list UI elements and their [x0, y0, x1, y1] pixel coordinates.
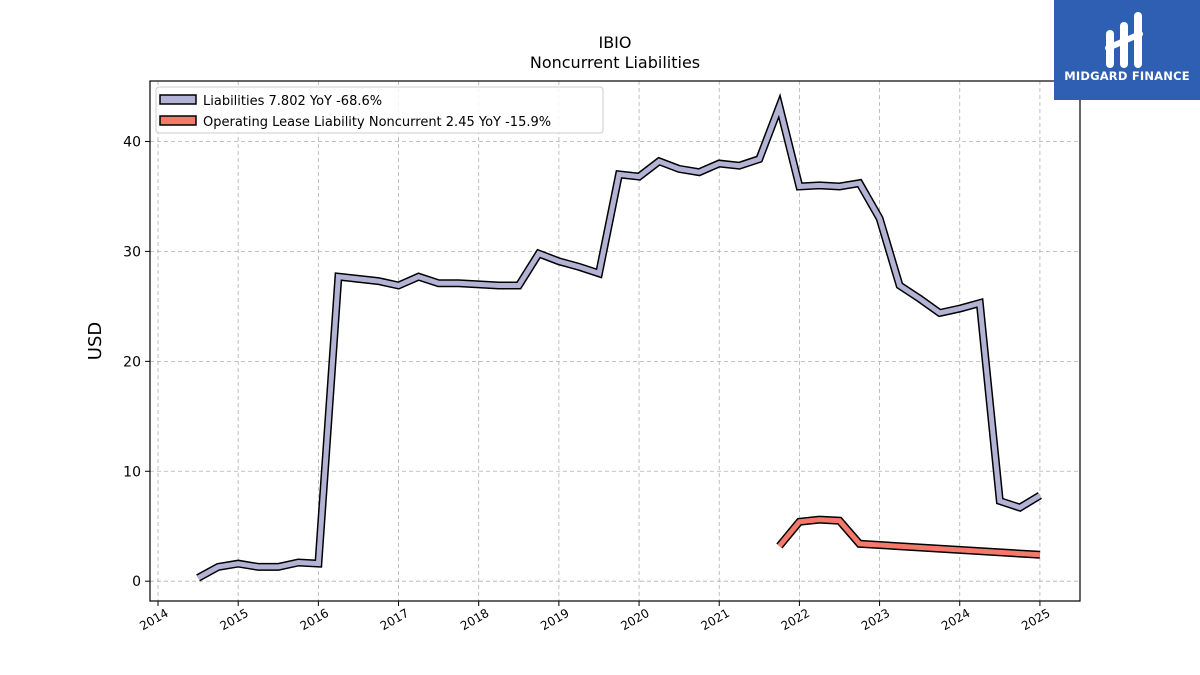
y-tick-label: 30 [123, 244, 141, 260]
chart-subtitle: Noncurrent Liabilities [530, 53, 700, 72]
logo-mark-icon [1105, 12, 1143, 68]
x-tick-label: 2015 [217, 606, 250, 633]
x-tick-label: 2025 [1019, 606, 1052, 633]
series-line-operating-lease-liability-noncurrent-outline [776, 515, 1041, 559]
logo-text: MIDGARD FINANCE [1064, 69, 1190, 83]
x-tick-label: 2023 [859, 606, 892, 633]
series-layer [196, 92, 1042, 582]
x-tick-label: 2017 [378, 606, 411, 633]
x-tick-label: 2019 [538, 606, 571, 633]
x-tick-label: 2016 [298, 606, 331, 633]
legend-swatch-liabilities [159, 94, 197, 105]
series-line-liabilities [196, 97, 1042, 581]
y-tick-label: 20 [123, 354, 141, 370]
legend-swatch-operating-lease [159, 115, 197, 126]
x-tick-label: 2018 [458, 606, 491, 633]
y-axis-label: USD [85, 322, 106, 360]
x-tick-label: 2024 [939, 606, 972, 633]
x-tick-label: 2021 [698, 606, 731, 633]
legend-box [155, 86, 604, 134]
chart-title: IBIO [598, 33, 631, 52]
grid [150, 81, 1080, 601]
legend-entry-liabilities: Liabilities 7.802 YoY -68.6% [203, 94, 382, 109]
plot-frame [149, 80, 1081, 602]
midgard-finance-logo: MIDGARD FINANCE [1054, 0, 1200, 100]
x-axis: 2014 2015 2016 2017 2018 2019 2020 2021 2022 2023… [137, 601, 1053, 633]
y-tick-label: 40 [123, 134, 141, 150]
x-tick-label: 2022 [779, 606, 812, 633]
legend: Liabilities 7.802 YoY -68.6% Operating L… [155, 86, 604, 134]
legend-entry-operating-lease: Operating Lease Liability Noncurrent 2.4… [203, 115, 551, 130]
y-tick-label: 0 [132, 574, 141, 590]
y-tick-label: 10 [123, 464, 141, 480]
x-tick-label: 2014 [137, 606, 170, 633]
y-axis: 0 10 20 30 40 [123, 134, 150, 590]
series-line-operating-lease-liability-noncurrent [777, 517, 1041, 558]
x-tick-label: 2020 [618, 606, 651, 633]
